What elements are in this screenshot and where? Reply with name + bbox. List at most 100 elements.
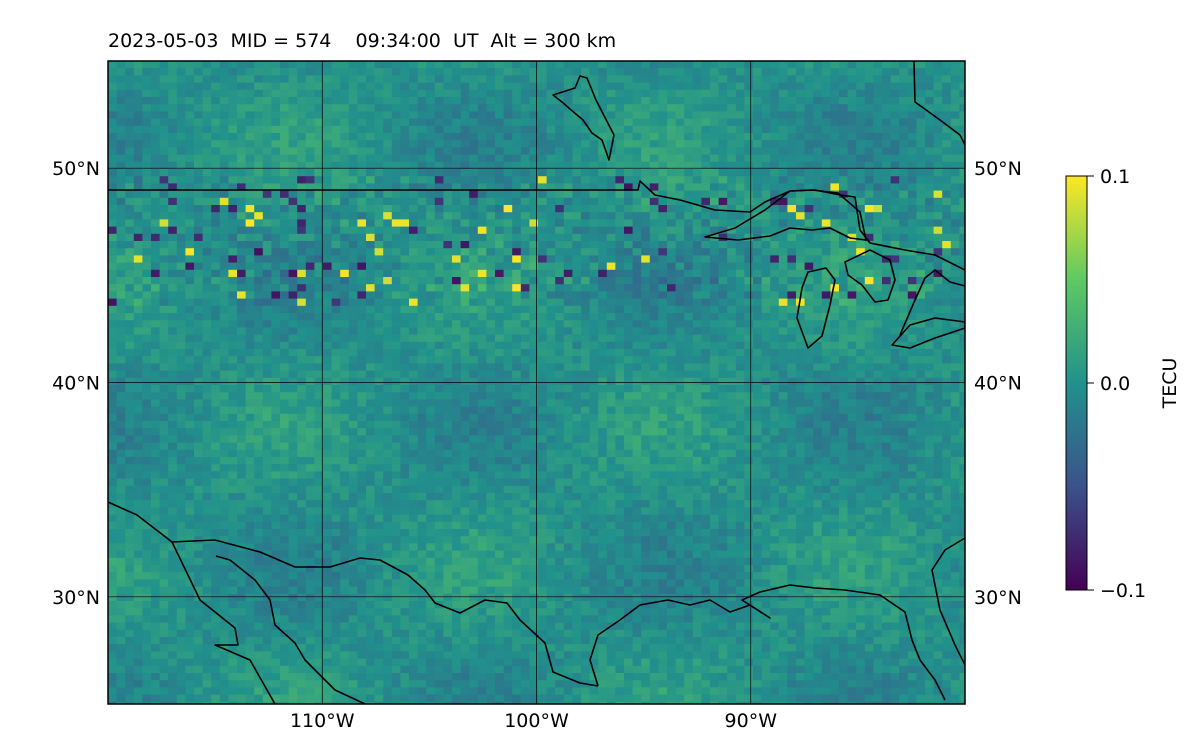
- tec-cell: [314, 327, 324, 336]
- tec-cell: [796, 161, 806, 170]
- tec-cell: [245, 377, 255, 386]
- tec-cell: [409, 226, 419, 235]
- tec-cell: [847, 392, 857, 400]
- tec-cell: [684, 313, 694, 321]
- tec-cell: [563, 89, 573, 98]
- tec-cell: [890, 399, 900, 408]
- tec-cell: [847, 212, 857, 220]
- tec-cell: [770, 406, 780, 415]
- tec-cell: [520, 356, 530, 364]
- tec-cell: [916, 226, 926, 235]
- tec-cell: [383, 334, 393, 343]
- tec-cell: [391, 147, 401, 156]
- tec-cell: [391, 399, 401, 408]
- tec-cell: [538, 370, 548, 379]
- tec-cell: [434, 284, 444, 292]
- tec-cell: [615, 176, 625, 184]
- tec-cell: [202, 140, 212, 148]
- tec-cell: [348, 212, 358, 220]
- tec-cell: [495, 176, 505, 184]
- tec-cell: [787, 241, 797, 249]
- tec-cell: [744, 385, 754, 393]
- tec-cell: [589, 269, 599, 278]
- tec-cell: [632, 190, 642, 199]
- tec-cell: [546, 97, 556, 105]
- tec-cell: [624, 154, 634, 163]
- tec-cell: [245, 68, 255, 76]
- tec-cell: [950, 226, 960, 235]
- tec-cell: [383, 104, 393, 112]
- tec-cell: [271, 219, 281, 228]
- tec-cell: [520, 385, 530, 393]
- tec-cell: [280, 219, 290, 228]
- tec-cell: [778, 111, 788, 120]
- tec-cell: [219, 248, 229, 256]
- tec-cell: [632, 205, 642, 213]
- tec-cell: [796, 190, 806, 199]
- tec-cell: [520, 406, 530, 415]
- tec-cell: [606, 406, 616, 415]
- tec-cell: [770, 154, 780, 163]
- tec-cell: [692, 262, 702, 271]
- tec-cell: [151, 125, 161, 134]
- tec-cell: [520, 399, 530, 408]
- tec-cell: [933, 363, 943, 372]
- tec-cell: [572, 305, 582, 314]
- tec-cell: [262, 413, 272, 422]
- tec-cell: [340, 118, 350, 127]
- tec-cell: [581, 377, 591, 386]
- tec-cell: [460, 399, 470, 408]
- tec-cell: [116, 75, 126, 84]
- tec-cell: [194, 255, 204, 264]
- tec-cell: [245, 205, 255, 213]
- tec-cell: [512, 377, 522, 386]
- tec-cell: [254, 82, 264, 91]
- tec-cell: [778, 327, 788, 336]
- tec-cell: [890, 241, 900, 249]
- tec-cell: [151, 161, 161, 170]
- tec-cell: [443, 197, 453, 206]
- tec-cell: [589, 277, 599, 285]
- tec-cell: [108, 118, 118, 127]
- tec-cell: [314, 298, 324, 307]
- tec-cell: [305, 205, 315, 213]
- tec-cell: [443, 334, 453, 343]
- tec-cell: [443, 125, 453, 134]
- tec-cell: [262, 320, 272, 328]
- tec-cell: [856, 370, 866, 379]
- tec-cell: [959, 154, 965, 163]
- tec-cell: [890, 176, 900, 184]
- tec-cell: [658, 111, 668, 120]
- tec-cell: [495, 284, 505, 292]
- tec-cell: [486, 125, 496, 134]
- tec-cell: [125, 161, 135, 170]
- tec-cell: [658, 176, 668, 184]
- tec-cell: [563, 205, 573, 213]
- tec-cell: [667, 406, 677, 415]
- tec-cell: [348, 248, 358, 256]
- tec-cell: [529, 61, 539, 69]
- tec-cell: [899, 111, 909, 120]
- tec-cell: [916, 219, 926, 228]
- tec-cell: [581, 205, 591, 213]
- tec-cell: [219, 140, 229, 148]
- tec-cell: [503, 125, 513, 134]
- tec-cell: [262, 269, 272, 278]
- tec-cell: [641, 154, 651, 163]
- tec-cell: [916, 190, 926, 199]
- tec-cell: [641, 277, 651, 285]
- tec-cell: [641, 241, 651, 249]
- tec-cell: [735, 154, 745, 163]
- tec-cell: [727, 262, 737, 271]
- tec-cell: [538, 413, 548, 422]
- tec-cell: [426, 154, 436, 163]
- tec-cell: [520, 176, 530, 184]
- tec-cell: [675, 313, 685, 321]
- tec-cell: [151, 392, 161, 400]
- tec-cell: [477, 327, 487, 336]
- tec-cell: [374, 377, 384, 386]
- tec-cell: [959, 269, 965, 278]
- tec-cell: [563, 233, 573, 242]
- tec-cell: [331, 75, 341, 84]
- tec-cell: [116, 370, 126, 379]
